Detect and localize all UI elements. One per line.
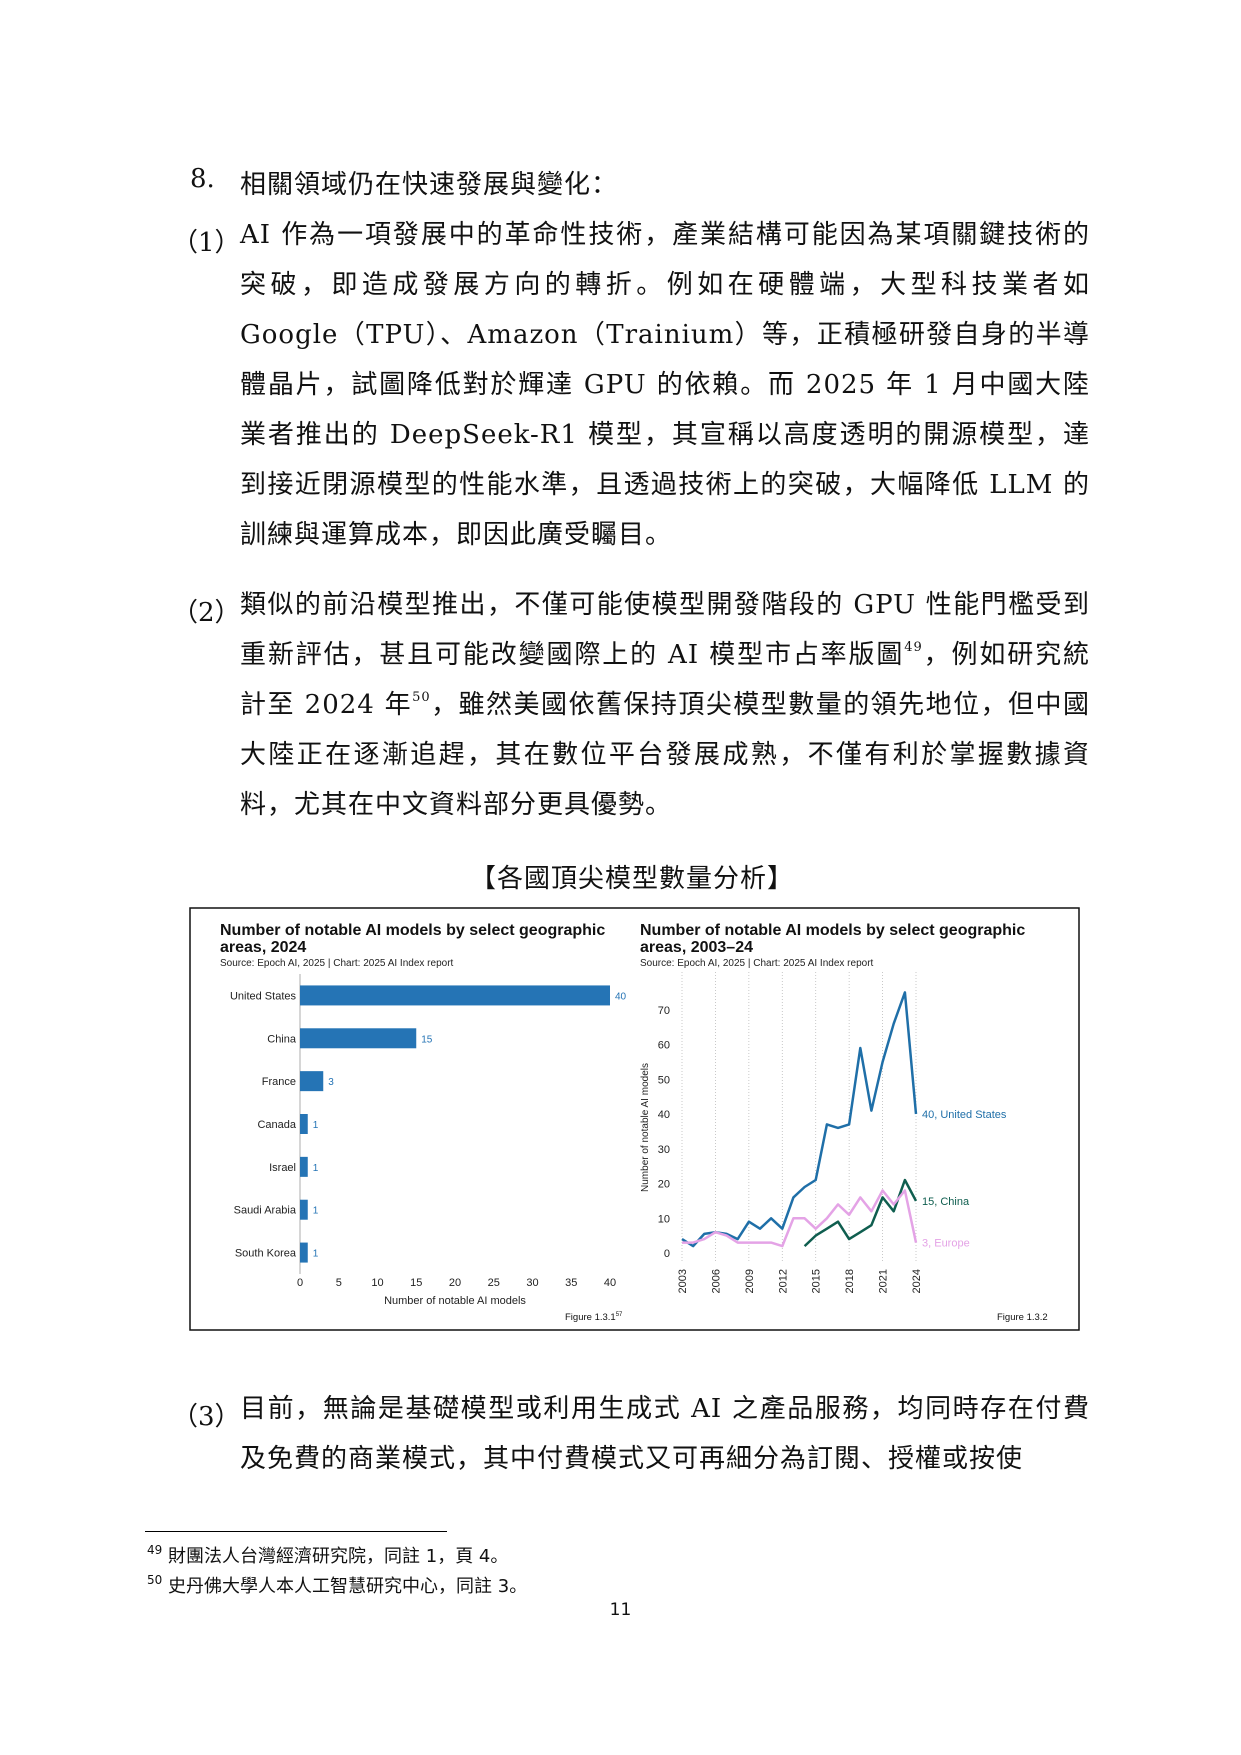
para-text: 類似的前沿模型推出，不僅可能使模型開發階段的 GPU 性能門檻受到重新評估，甚且…	[240, 590, 1090, 670]
footnote: 50 史丹佛大學人本人工智慧研究中心，同註 3。	[147, 1572, 527, 1598]
category-label: Canada	[257, 1119, 296, 1131]
category-label: France	[262, 1076, 296, 1088]
para-label: （1）	[172, 228, 241, 258]
x-tick-label: 10	[371, 1277, 383, 1289]
x-tick-label: 0	[297, 1277, 303, 1289]
x-tick-label: 30	[526, 1277, 538, 1289]
value-label: 1	[313, 1206, 319, 1217]
bar	[300, 1199, 308, 1220]
y-tick-label: 40	[658, 1109, 670, 1121]
line	[682, 1189, 918, 1248]
para-text: ，例如研究統計至 2024 年	[240, 640, 1090, 720]
paragraph: AI 作為一項發展中的革命性技術，產業結構可能因為某項關鍵技術的突破，即造成發展…	[240, 210, 1090, 560]
value-label: 1	[313, 1249, 319, 1260]
value-label: 1	[313, 1163, 319, 1174]
y-tick-label: 20	[658, 1179, 670, 1191]
footnote-text: 財團法人台灣經濟研究院，同註 1，頁 4。	[168, 1546, 509, 1567]
para-text: AI 作為一項發展中的革命性技術，產業結構可能因為某項關鍵技術的突破，即造成發展…	[240, 220, 1090, 550]
bar	[300, 985, 610, 1006]
x-tick-label: 40	[604, 1277, 616, 1289]
bar	[300, 1071, 324, 1092]
x-tick-label: 2012	[777, 1269, 789, 1293]
y-axis-label: Number of notable AI models	[640, 1063, 651, 1192]
line	[803, 1178, 918, 1248]
x-tick-label: 2003	[677, 1269, 689, 1293]
y-tick-label: 10	[658, 1213, 670, 1225]
x-tick-label: 35	[565, 1277, 577, 1289]
x-tick-label: 5	[336, 1277, 342, 1289]
x-tick-label: 2018	[844, 1269, 856, 1293]
value-label: 40	[615, 991, 627, 1002]
figure-caption: 【各國頂尖模型數量分析】	[470, 864, 795, 894]
x-tick-label: 2024	[911, 1269, 923, 1293]
para-text: 目前，無論是基礎模型或利用生成式 AI 之產品服務，均同時存在付費及免費的商業模…	[240, 1394, 1090, 1474]
figure-note: 57	[615, 1312, 623, 1318]
figure-label: Figure 1.3.157	[565, 1312, 623, 1323]
y-tick-label: 60	[658, 1040, 670, 1052]
para-text: ，雖然美國依舊保持頂尖模型數量的領先地位，但中國大陸正在逐漸追趕，其在數位平台發…	[240, 690, 1090, 820]
category-label: China	[267, 1033, 297, 1045]
category-label: Israel	[269, 1162, 296, 1174]
footnote-number: 50	[147, 1573, 163, 1587]
x-tick-label: 2009	[744, 1269, 756, 1293]
footnote: 49 財團法人台灣經濟研究院，同註 1，頁 4。	[147, 1542, 508, 1568]
chart-source: Source: Epoch AI, 2025 | Chart: 2025 AI …	[640, 958, 874, 969]
y-tick-label: 50	[658, 1074, 670, 1086]
x-tick-label: 25	[488, 1277, 500, 1289]
x-tick-label: 2021	[878, 1269, 890, 1293]
paragraph: 目前，無論是基礎模型或利用生成式 AI 之產品服務，均同時存在付費及免費的商業模…	[240, 1384, 1090, 1484]
page-number: 11	[609, 1600, 632, 1620]
end-label: 15, China	[922, 1196, 970, 1208]
bar	[300, 1028, 417, 1049]
chart-title: Number of notable AI models by select ge…	[640, 922, 1026, 956]
bar	[300, 1242, 308, 1263]
category-label: Saudi Arabia	[234, 1205, 297, 1217]
footnote-text: 史丹佛大學人本人工智慧研究中心，同註 3。	[168, 1576, 528, 1597]
bar	[300, 1114, 308, 1134]
x-tick-label: 20	[449, 1277, 461, 1289]
bar	[300, 1156, 308, 1177]
line	[681, 991, 918, 1248]
footnote-rule	[145, 1531, 447, 1532]
paragraph: 類似的前沿模型推出，不僅可能使模型開發階段的 GPU 性能門檻受到重新評估，甚且…	[240, 580, 1090, 830]
x-axis-label: Number of notable AI models	[384, 1295, 526, 1307]
x-tick-label: 2015	[811, 1269, 823, 1293]
chart-title: Number of notable AI models by select ge…	[220, 922, 606, 956]
footnote-number: 49	[147, 1543, 163, 1557]
x-tick-label: 15	[410, 1277, 422, 1289]
y-tick-label: 30	[658, 1144, 670, 1156]
end-label: 40, United States	[922, 1109, 1007, 1121]
y-tick-label: 70	[658, 1005, 670, 1017]
figure-border	[189, 907, 1080, 1331]
heading-text: 相關領域仍在快速發展與變化：	[240, 170, 619, 200]
category-label: South Korea	[235, 1248, 297, 1260]
figure-label: Figure 1.3.2	[997, 1312, 1048, 1323]
para-label: （3）	[172, 1402, 241, 1432]
y-tick-label: 0	[664, 1248, 670, 1260]
value-label: 3	[328, 1077, 334, 1088]
value-label: 1	[313, 1120, 319, 1131]
footnote-ref: 50	[412, 690, 431, 705]
footnote-ref: 49	[904, 640, 923, 655]
heading-number: 8.	[190, 164, 215, 194]
para-label: （2）	[172, 598, 241, 628]
x-tick-label: 2006	[710, 1269, 722, 1293]
value-label: 15	[421, 1034, 433, 1045]
end-label: 3, Europe	[922, 1238, 970, 1250]
category-label: United States	[230, 990, 297, 1002]
chart-source: Source: Epoch AI, 2025 | Chart: 2025 AI …	[220, 958, 454, 969]
